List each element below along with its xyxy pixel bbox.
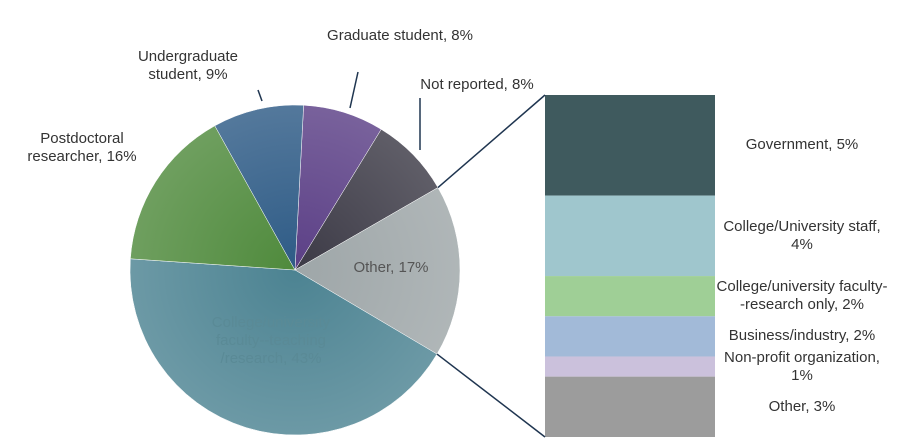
bar-segment — [545, 376, 715, 437]
bar-segment — [545, 316, 715, 357]
pie-shade — [130, 105, 460, 435]
bar-label: Government, 5% — [745, 136, 859, 154]
connector — [437, 94, 546, 189]
slice-label: Graduate student, 8% — [327, 27, 473, 44]
bar-label: Non-profit organization, 1% — [724, 348, 880, 384]
bar-segment — [545, 95, 715, 196]
bar-segment — [545, 356, 715, 377]
bar-label: College/University staff, 4% — [723, 217, 881, 253]
bar-label: College/university faculty--research onl… — [716, 278, 888, 314]
bar-label: Other, 3% — [768, 397, 836, 415]
slice-label: Postdoctoral researcher, 16% — [27, 130, 137, 165]
slice-label: Undergraduate student, 9% — [137, 48, 239, 83]
slice-label: Not reported, 8% — [420, 76, 534, 93]
bar-segment — [545, 276, 715, 317]
leader-line — [257, 89, 263, 102]
slice-label: Other, 17% — [353, 259, 429, 276]
bar-label: Business/industry, 2% — [728, 327, 876, 345]
connector — [436, 353, 546, 438]
leader-line — [349, 71, 359, 109]
bar-segment — [545, 195, 715, 277]
slice-label: College/university faculty--teaching /re… — [211, 314, 331, 367]
